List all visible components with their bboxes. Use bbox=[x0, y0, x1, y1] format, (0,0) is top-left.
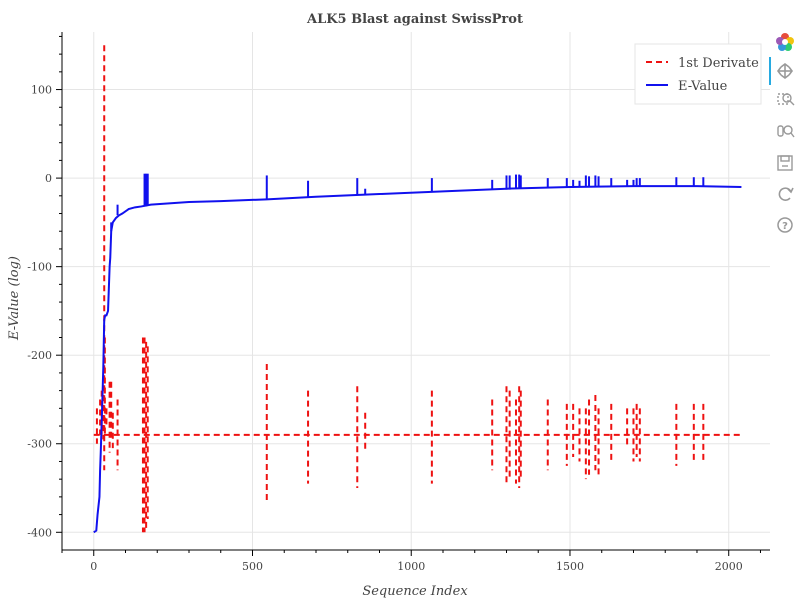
legend-box bbox=[634, 43, 762, 105]
x-tick-label: 1000 bbox=[397, 560, 425, 573]
legend-label-e-value: E-Value bbox=[678, 79, 728, 94]
grid bbox=[62, 32, 770, 550]
x-tick-label: 2000 bbox=[715, 560, 743, 573]
help-tool-icon[interactable]: ? bbox=[777, 217, 793, 233]
toolbar: ? bbox=[769, 33, 795, 233]
svg-text:?: ? bbox=[782, 221, 788, 232]
y-tick-label: 0 bbox=[45, 172, 52, 185]
evalue-line bbox=[93, 185, 742, 534]
x-tick-label: 0 bbox=[90, 560, 97, 573]
x-axis-label: Sequence Index bbox=[362, 584, 468, 599]
series-layer bbox=[93, 45, 742, 534]
y-tick-label: -400 bbox=[27, 526, 52, 539]
wheel-zoom-tool-icon[interactable] bbox=[777, 125, 795, 138]
chart-title: ALK5 Blast against SwissProt bbox=[306, 12, 523, 27]
x-tick-label: 1500 bbox=[556, 560, 584, 573]
bokeh-logo-icon bbox=[776, 33, 794, 51]
y-tick-label: -300 bbox=[27, 438, 52, 451]
y-axis-label: E-Value (log) bbox=[7, 256, 22, 341]
box-zoom-tool-icon[interactable] bbox=[777, 93, 795, 106]
legend: 1st Derivate E-Value bbox=[634, 43, 762, 105]
x-tick-label: 500 bbox=[242, 560, 263, 573]
y-tick-label: -100 bbox=[27, 261, 52, 274]
legend-label-1st-derivate: 1st Derivate bbox=[678, 56, 759, 71]
active-tool-indicator bbox=[769, 57, 771, 85]
save-tool-icon[interactable] bbox=[777, 155, 793, 171]
pan-tool-icon[interactable] bbox=[777, 63, 793, 79]
y-tick-label: 100 bbox=[31, 84, 52, 97]
y-tick-label: -200 bbox=[27, 349, 52, 362]
reset-tool-icon[interactable] bbox=[778, 187, 794, 201]
axes bbox=[61, 32, 770, 551]
